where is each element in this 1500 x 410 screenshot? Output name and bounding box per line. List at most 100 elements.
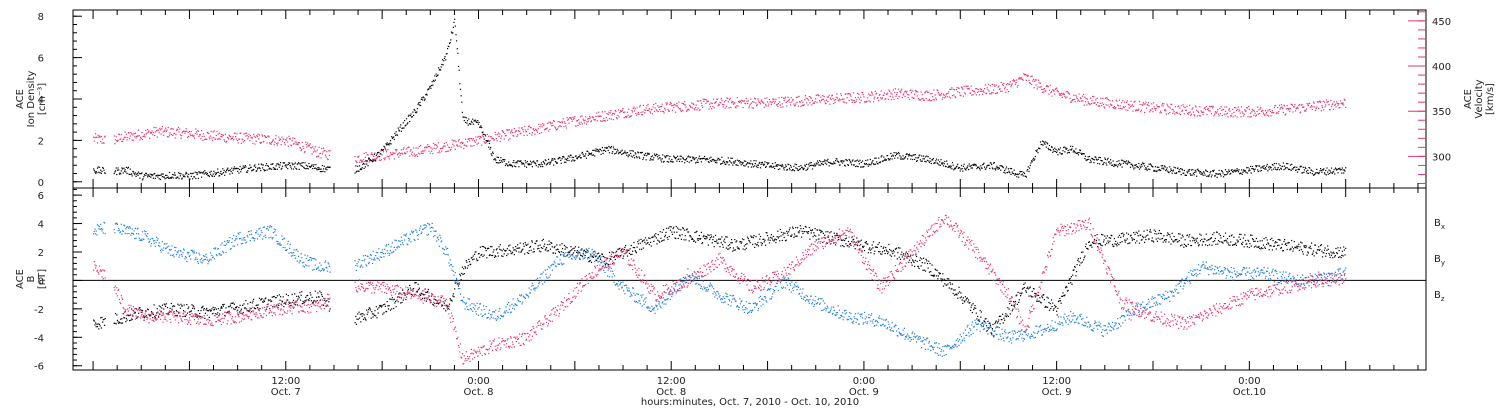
data-point [438,67,440,69]
data-point [1147,102,1150,104]
data-point [1112,107,1114,109]
data-point [660,237,662,239]
data-point [1342,169,1344,171]
data-point [889,159,891,161]
data-point [1247,116,1249,118]
data-point [1236,116,1238,118]
data-point [472,137,474,140]
data-point [604,257,606,259]
data-point [313,299,315,302]
data-point [630,155,632,157]
data-point [552,159,554,161]
data-point [1102,97,1104,99]
data-point [676,231,678,233]
data-point [674,157,676,159]
data-point [1217,173,1220,175]
data-point [519,247,521,249]
data-point [1086,159,1088,161]
data-point [897,157,899,159]
data-point [710,102,712,104]
data-point [175,134,177,136]
data-point [644,109,647,111]
data-point [1270,115,1272,117]
data-point [798,95,800,97]
data-point [213,137,215,139]
data-point [986,165,988,167]
data-point [879,162,881,164]
data-point [1198,111,1200,113]
data-point [1070,101,1072,103]
data-point [844,93,846,96]
data-point [777,105,779,108]
data-point [611,114,613,116]
data-point [1233,111,1235,113]
data-point [781,239,783,241]
data-point [452,32,454,34]
data-point [178,177,180,180]
data-point [948,91,950,93]
data-point [657,158,659,160]
data-point [817,94,819,96]
data-point [288,301,290,303]
data-point [653,234,656,236]
data-point [522,131,524,133]
data-point [939,164,941,166]
data-point [100,136,102,138]
data-point [156,175,158,177]
data-point [283,142,286,144]
data-point [840,93,842,95]
data-point [190,134,192,137]
data-point [1010,85,1012,88]
data-point [155,314,157,316]
data-point [1041,140,1044,142]
data-point [893,152,895,154]
data-point [722,162,724,164]
data-point [634,250,636,252]
data-point [907,154,909,156]
data-point [172,177,174,179]
data-point [218,315,220,317]
data-point [817,229,819,231]
data-point [564,158,566,160]
data-point [1130,100,1132,102]
data-point [1113,107,1115,109]
data-point [1122,106,1124,108]
data-point [167,176,169,178]
data-point [285,139,287,141]
data-point [926,159,929,161]
data-point [592,255,594,257]
data-point [638,113,640,115]
data-point [617,150,619,152]
data-point [383,157,385,159]
data-point [152,174,154,176]
data-point [179,315,181,317]
data-point [932,158,934,160]
data-point [689,156,691,158]
data-point [1208,110,1210,112]
data-point [301,291,303,293]
data-point [711,108,713,110]
data-point [597,150,599,152]
data-point [388,305,390,307]
data-point [454,288,456,290]
data-point [120,173,122,175]
data-point [256,304,258,306]
data-point [625,152,627,154]
data-point [306,167,308,169]
data-point [534,133,536,135]
data-point [1238,169,1240,171]
data-point [181,177,183,179]
data-point [1130,163,1132,165]
data-point [1277,167,1279,169]
data-point [237,139,239,142]
data-point [734,249,736,251]
data-point [536,240,538,242]
data-point [233,166,235,168]
data-point [747,102,749,104]
data-point [510,252,512,254]
data-point [662,110,665,113]
data-point [734,102,736,104]
data-point [579,258,581,260]
data-point [737,164,739,167]
data-point [768,99,771,101]
